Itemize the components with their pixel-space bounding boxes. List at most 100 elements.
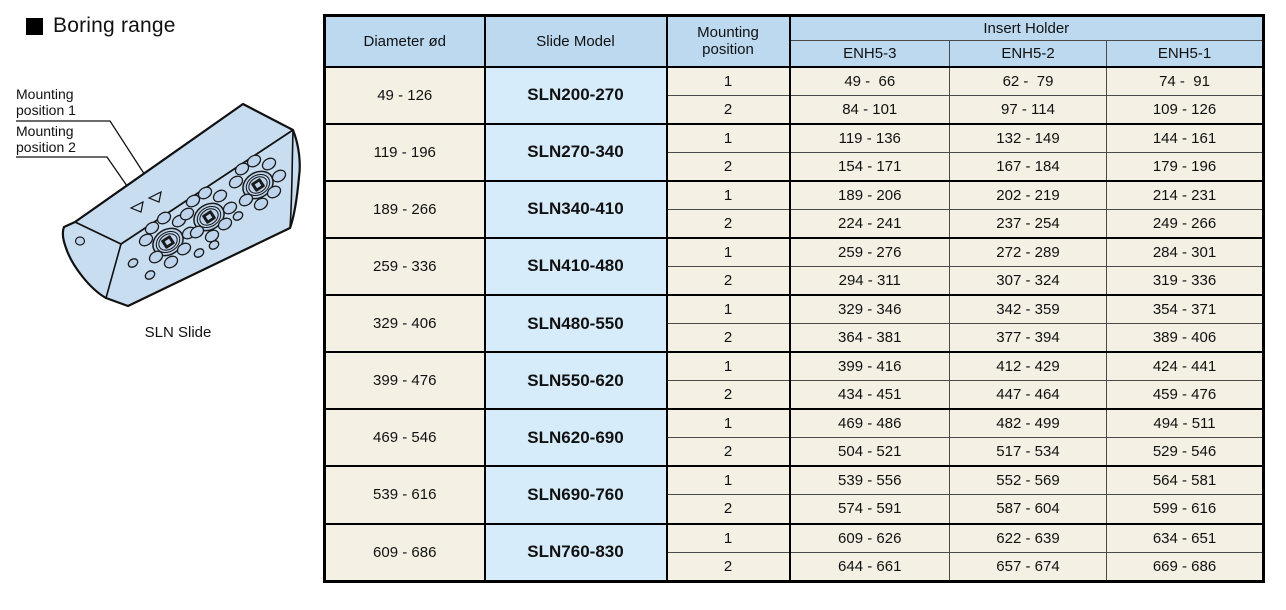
table-row: 2 574 - 591 587 - 604 599 - 616 [325,494,1265,524]
insert-range-cell: 202 - 219 [949,179,1107,210]
insert-range-cell: 224 - 241 [789,208,950,239]
tool-holes [179,186,238,258]
tool-holes [228,154,287,221]
insert-range-cell: 377 - 394 [949,323,1107,353]
insert-range-cell: 144 - 161 [1105,122,1265,153]
mounting-position-cell: 1 [666,236,791,267]
table-row: 2 364 - 381 377 - 394 389 - 406 [325,323,1265,353]
insert-range-cell: 622 - 639 [949,522,1107,553]
insert-range-cell: 179 - 196 [1105,151,1265,182]
insert-range-cell: 599 - 616 [1105,494,1265,524]
mounting-position-cell: 2 [666,380,791,410]
mounting-position-cell: 2 [666,323,791,353]
mounting-position-cell: 2 [666,94,791,125]
insert-range-cell: 97 - 114 [949,94,1107,125]
table-row: 189 - 266 SLN340-410 1 189 - 206 202 - 219 21… [324,179,1265,239]
position-1-marker-icon [147,190,162,203]
insert-range-cell: 84 - 101 [789,94,950,125]
diameter-cell: 49 - 126 [324,65,486,125]
insert-range-cell: 609 - 626 [789,522,950,553]
insert-range-cell: 574 - 591 [789,494,950,524]
insert-range-cell: 494 - 511 [1105,408,1265,439]
boring-table-body: 49 - 126 SLN200-270 1 49 - 66 62 - 79 74 - 91… [324,65,1265,583]
insert-range-cell: 504 - 521 [789,437,950,467]
table-row: 609 - 686 SLN760-830 1 609 - 626 622 - 639 63… [324,522,1265,582]
insert-range-cell: 284 - 301 [1105,236,1265,267]
header-slide-model: Slide Model [484,15,668,67]
cartridge-boss-icon [193,202,225,232]
insert-range-cell: 249 - 266 [1105,208,1265,239]
table-row: 2 224 - 241 237 - 254 249 - 266 [325,208,1265,239]
insert-range-cell: 354 - 371 [1105,294,1265,325]
slide-model-cell: SLN620-690 [484,408,668,467]
header-enh5-1: ENH5-1 [1105,40,1265,67]
slide-model-cell: SLN270-340 [484,122,668,182]
insert-range-cell: 434 - 451 [789,380,950,410]
section-marker-icon [26,17,43,35]
insert-range-cell: 564 - 581 [1105,465,1265,496]
insert-range-cell: 412 - 429 [949,351,1107,382]
mounting-position-1-label: Mounting position 1 [16,86,76,118]
table-row: 399 - 476 SLN550-620 1 399 - 416 412 - 429 42… [324,351,1265,410]
insert-range-cell: 342 - 359 [949,294,1107,325]
insert-range-cell: 259 - 276 [789,236,950,267]
diameter-cell: 609 - 686 [324,522,486,582]
header-enh5-2: ENH5-2 [949,40,1107,67]
insert-range-cell: 329 - 346 [789,294,950,325]
table-row: 329 - 406 SLN480-550 1 329 - 346 342 - 359 35… [324,293,1265,353]
insert-range-cell: 399 - 416 [789,351,950,382]
cartridge-boss-icon [152,227,184,257]
slide-model-cell: SLN690-760 [484,465,668,525]
table-row: 539 - 616 SLN690-760 1 539 - 556 552 - 569 56… [324,465,1265,525]
mounting-position-cell: 2 [666,437,791,467]
insert-range-cell: 587 - 604 [949,494,1107,524]
diameter-cell: 259 - 336 [324,236,486,296]
table-row: 2 84 - 101 97 - 114 109 - 126 [325,94,1265,125]
table-row: 119 - 196 SLN270-340 1 119 - 136 132 - 149 14… [324,122,1265,182]
insert-range-cell: 62 - 79 [949,65,1107,96]
header-diameter: Diameter ød [324,15,486,67]
insert-range-cell: 294 - 311 [789,265,950,296]
mounting-position-cell: 2 [666,151,791,182]
insert-range-cell: 552 - 569 [949,465,1107,496]
slide-model-cell: SLN410-480 [484,236,668,296]
table-row: 49 - 126 SLN200-270 1 49 - 66 62 - 79 74 - 91 [324,65,1265,125]
slide-model-cell: SLN760-830 [484,522,668,582]
insert-range-cell: 482 - 499 [949,408,1107,439]
insert-range-cell: 389 - 406 [1105,323,1265,353]
insert-range-cell: 154 - 171 [789,151,950,182]
insert-range-cell: 307 - 324 [949,265,1107,296]
insert-range-cell: 167 - 184 [949,151,1107,182]
illustration-caption: SLN Slide [144,324,212,341]
diameter-cell: 469 - 546 [324,408,486,467]
insert-range-cell: 214 - 231 [1105,179,1265,210]
table-row: 469 - 546 SLN620-690 1 469 - 486 482 - 499 49… [324,408,1265,467]
slide-model-cell: SLN480-550 [484,293,668,353]
leader-line [16,120,155,190]
position-2-marker-icon [129,200,144,213]
table-row: 2 434 - 451 447 - 464 459 - 476 [325,380,1265,410]
insert-range-cell: 657 - 674 [949,551,1107,583]
insert-range-cell: 459 - 476 [1105,380,1265,410]
mounting-position-cell: 1 [666,65,791,96]
insert-range-cell: 49 - 66 [789,65,950,96]
header-enh5-3: ENH5-3 [789,40,950,67]
insert-range-cell: 109 - 126 [1105,94,1265,125]
diameter-cell: 189 - 266 [324,179,486,239]
insert-range-cell: 644 - 661 [789,551,950,583]
mounting-position-cell: 1 [666,408,791,439]
diameter-cell: 119 - 196 [324,122,486,182]
insert-range-cell: 517 - 534 [949,437,1107,467]
insert-range-cell: 119 - 136 [789,122,950,153]
mounting-position-cell: 2 [666,551,791,583]
insert-range-cell: 469 - 486 [789,408,950,439]
boring-range-table: Diameter ød Slide Model Mounting positio… [323,14,1266,583]
diameter-cell: 539 - 616 [324,465,486,525]
insert-range-cell: 529 - 546 [1105,437,1265,467]
insert-range-cell: 189 - 206 [789,179,950,210]
mounting-position-cell: 2 [666,208,791,239]
insert-range-cell: 634 - 651 [1105,522,1265,553]
insert-range-cell: 447 - 464 [949,380,1107,410]
insert-range-cell: 74 - 91 [1105,65,1265,96]
mounting-position-cell: 1 [666,522,791,553]
